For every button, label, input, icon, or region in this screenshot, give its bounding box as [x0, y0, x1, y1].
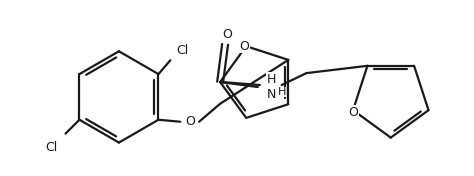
Text: O: O	[239, 40, 249, 53]
Text: O: O	[222, 28, 232, 41]
Text: N: N	[267, 78, 276, 92]
Text: H: H	[277, 87, 286, 97]
Text: O: O	[348, 106, 358, 119]
Text: Cl: Cl	[176, 44, 188, 57]
Text: Cl: Cl	[46, 141, 58, 154]
Text: H
N: H N	[267, 73, 276, 101]
Text: O: O	[185, 115, 195, 128]
